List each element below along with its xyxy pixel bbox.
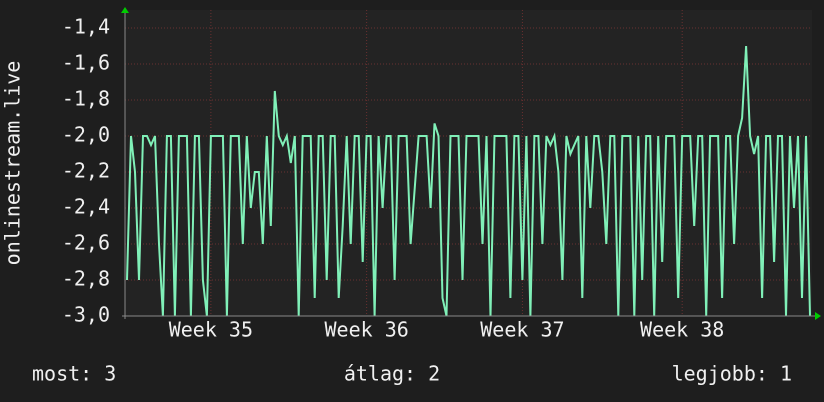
footer-average: átlag: 2: [344, 362, 440, 386]
y-tick-label: -2,8: [62, 267, 110, 291]
x-tick-label: Week 36: [324, 318, 408, 342]
marks: [126, 45, 811, 317]
series-line: [126, 45, 811, 317]
x-axis-arrow: [815, 312, 821, 320]
x-tick-label: Week 37: [480, 318, 564, 342]
y-tick-label: -2,4: [62, 195, 110, 219]
y-axis-arrow: [121, 7, 129, 13]
y-tick-label: -1,4: [62, 15, 110, 39]
y-tick-label: -1,8: [62, 87, 110, 111]
y-tick-label: -3,0: [62, 303, 110, 327]
y-tick-label: -1,6: [62, 51, 110, 75]
x-tick-label: Week 35: [169, 318, 253, 342]
x-tick-label: Week 38: [640, 318, 724, 342]
footer-current: most: 3: [32, 362, 116, 386]
y-axis-label: onlinestream.live: [1, 61, 25, 266]
y-tick-label: -2,6: [62, 231, 110, 255]
footer-best: legjobb: 1: [672, 362, 792, 386]
y-tick-label: -2,0: [62, 123, 110, 147]
y-tick-label: -2,2: [62, 159, 110, 183]
